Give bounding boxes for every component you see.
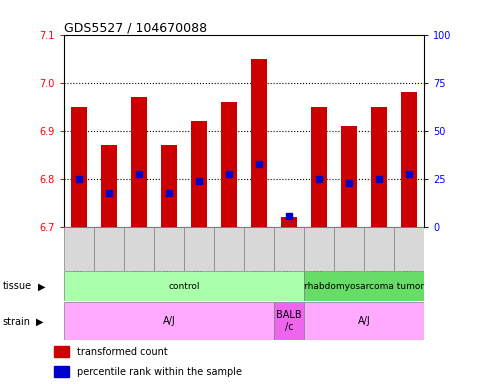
FancyBboxPatch shape bbox=[304, 227, 334, 271]
FancyBboxPatch shape bbox=[184, 227, 214, 271]
Text: strain: strain bbox=[2, 317, 31, 327]
FancyBboxPatch shape bbox=[94, 227, 124, 271]
Text: A/J: A/J bbox=[357, 316, 370, 326]
Bar bbox=[54, 346, 69, 357]
Text: A/J: A/J bbox=[163, 316, 176, 326]
Bar bbox=[101, 145, 117, 227]
FancyBboxPatch shape bbox=[154, 227, 184, 271]
Text: GDS5527 / 104670088: GDS5527 / 104670088 bbox=[64, 21, 207, 34]
Bar bbox=[281, 217, 297, 227]
FancyBboxPatch shape bbox=[334, 227, 364, 271]
Text: percentile rank within the sample: percentile rank within the sample bbox=[77, 367, 243, 377]
Bar bbox=[341, 126, 357, 227]
FancyBboxPatch shape bbox=[214, 227, 244, 271]
Text: control: control bbox=[168, 282, 200, 291]
Bar bbox=[71, 106, 87, 227]
Bar bbox=[371, 106, 387, 227]
FancyBboxPatch shape bbox=[304, 271, 424, 301]
FancyBboxPatch shape bbox=[304, 302, 424, 340]
Text: ▶: ▶ bbox=[38, 281, 46, 291]
Text: BALB
/c: BALB /c bbox=[276, 310, 302, 332]
FancyBboxPatch shape bbox=[274, 302, 304, 340]
FancyBboxPatch shape bbox=[64, 302, 274, 340]
FancyBboxPatch shape bbox=[394, 227, 424, 271]
Bar bbox=[401, 92, 417, 227]
Text: transformed count: transformed count bbox=[77, 347, 168, 357]
Bar bbox=[131, 97, 147, 227]
Text: ▶: ▶ bbox=[36, 317, 43, 327]
FancyBboxPatch shape bbox=[64, 227, 94, 271]
Text: tissue: tissue bbox=[2, 281, 32, 291]
Bar bbox=[311, 106, 327, 227]
Bar bbox=[251, 58, 267, 227]
Bar bbox=[191, 121, 207, 227]
FancyBboxPatch shape bbox=[64, 271, 304, 301]
FancyBboxPatch shape bbox=[244, 227, 274, 271]
Bar bbox=[54, 366, 69, 377]
FancyBboxPatch shape bbox=[124, 227, 154, 271]
Text: rhabdomyosarcoma tumor: rhabdomyosarcoma tumor bbox=[304, 282, 424, 291]
Bar bbox=[221, 102, 237, 227]
FancyBboxPatch shape bbox=[364, 227, 394, 271]
FancyBboxPatch shape bbox=[274, 227, 304, 271]
Bar bbox=[161, 145, 177, 227]
